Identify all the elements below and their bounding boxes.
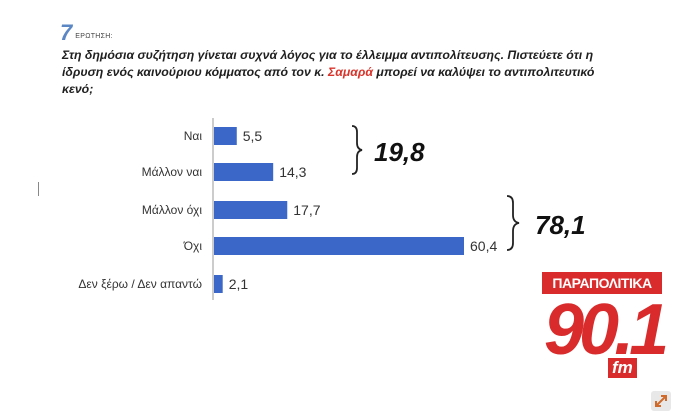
value-label: 14,3 <box>279 164 306 180</box>
expand-diagonal-icon[interactable] <box>651 391 671 411</box>
question-number: 7 <box>60 20 73 45</box>
question-header: 7 ΕΡΩΤΗΣΗ: <box>60 20 113 45</box>
question-text-end: μπορεί να καλύψει το αντιπολιτευτικό κεν… <box>62 65 595 96</box>
category-label: Ναι <box>184 129 203 143</box>
bars-group: Ναι 5,5 Μάλλον ναι 14,3 Μάλλον όχι 17,7 Όχι 60,… <box>78 127 497 293</box>
brace-positive <box>351 125 363 175</box>
logo-wordmark: ΠΑΡΑΠΟΛΙΤΙΚΑ <box>542 272 662 294</box>
question-label: ΕΡΩΤΗΣΗ: <box>75 33 113 40</box>
bar <box>214 275 223 293</box>
category-label: Δεν ξέρω / Δεν απαντώ <box>78 277 202 291</box>
text-cursor <box>38 182 39 196</box>
value-label: 17,7 <box>293 202 320 218</box>
category-label: Μάλλον ναι <box>142 165 203 179</box>
bar <box>214 237 464 255</box>
bar <box>214 127 237 145</box>
logo-frequency: 90.1 <box>544 290 669 370</box>
category-label: Μάλλον όχι <box>142 203 202 217</box>
question-text-start: Στη δημόσια συζήτηση γίνεται συχνά λόγος… <box>62 48 594 79</box>
value-label: 2,1 <box>229 276 249 292</box>
logo-band: fm <box>608 358 637 378</box>
question-text: Στη δημόσια συζήτηση γίνεται συχνά λόγος… <box>62 47 622 98</box>
brace-negative <box>506 195 520 251</box>
radio-logo: ΠΑΡΑΠΟΛΙΤΙΚΑ 90.1 fm <box>542 272 669 392</box>
sum-label-negative: 78,1 <box>535 210 586 240</box>
category-label: Όχι <box>183 239 203 253</box>
bar <box>214 201 288 219</box>
sum-label-positive: 19,8 <box>374 137 425 167</box>
value-label: 5,5 <box>243 128 263 144</box>
bar <box>214 163 274 181</box>
value-label: 60,4 <box>470 238 497 254</box>
question-highlight-name: Σαμαρά <box>328 65 373 79</box>
